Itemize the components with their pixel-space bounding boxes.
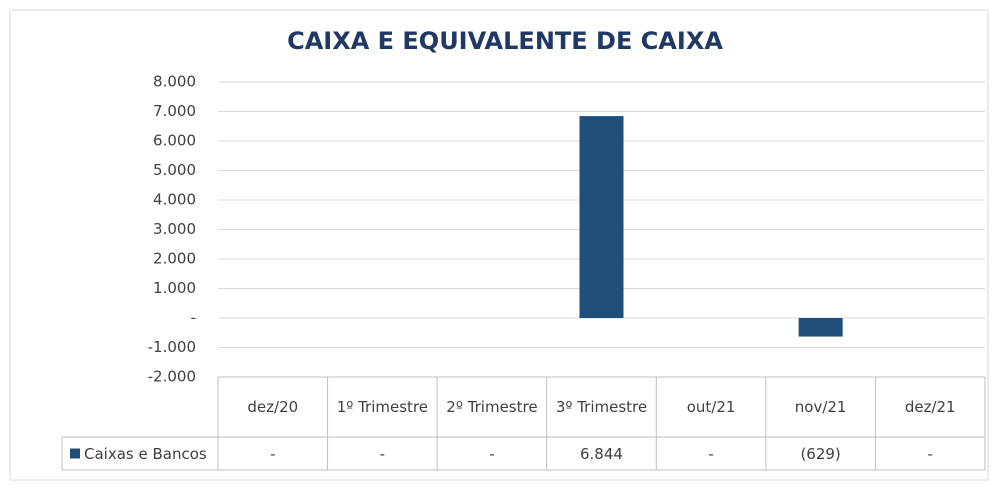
bar [579,116,624,319]
y-tick-label: 7.000 [153,102,196,120]
y-tick-label: 6.000 [153,132,196,150]
y-tick-label: 5.000 [153,161,196,179]
data-label: - [927,444,933,463]
y-tick-label: 2.000 [153,250,196,268]
x-tick-label: 1º Trimestre [336,398,428,416]
y-tick-label: 8.000 [153,73,196,91]
y-tick-label: -1.000 [148,338,196,356]
legend-label: Caixas e Bancos [84,445,207,463]
data-label: 6.844 [580,444,623,463]
y-tick-label: - [191,309,196,327]
data-label: - [379,444,386,463]
bar [798,318,843,337]
y-tick-label: 1.000 [153,279,196,297]
x-tick-label: 3º Trimestre [555,398,648,416]
chart-title: CAIXA E EQUIVALENTE DE CAIXA [287,27,723,55]
x-tick-label: dez/20 [247,398,299,416]
y-tick-label: 4.000 [153,191,196,209]
data-label: - [489,444,495,463]
x-tick-label: out/21 [686,398,736,416]
y-tick-label: 3.000 [153,220,196,238]
data-label: - [270,444,276,463]
legend-swatch [70,448,80,459]
x-tick-label: nov/21 [794,398,847,416]
x-tick-label: 2º Trimestre [446,398,538,416]
data-label: (629) [800,444,841,463]
x-tick-label: dez/21 [904,398,956,416]
data-label: - [708,444,714,463]
y-tick-label: -2.000 [148,368,196,386]
chart-border [9,9,989,481]
